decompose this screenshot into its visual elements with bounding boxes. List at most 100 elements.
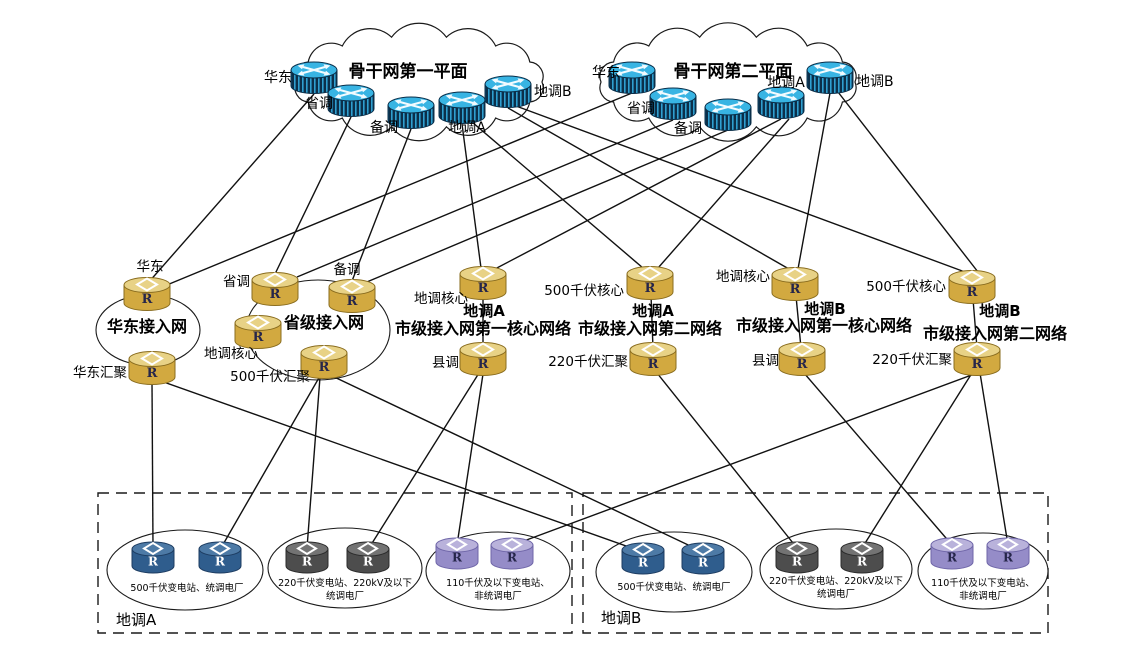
zoneA-label: 地调A — [116, 611, 157, 629]
cityB2-router-top-label: 500千伏核心 — [866, 279, 946, 295]
plane2-router-didiaoB-label: 地调B — [856, 74, 894, 90]
zoneB-110kv-label-line2: 非统调电厂 — [959, 590, 1007, 602]
edge-line — [797, 92, 831, 270]
cityB1-name: 市级接入网第一核心网络 — [736, 316, 912, 335]
edge-line — [151, 381, 154, 549]
regional-network-name: 华东接入网 — [107, 317, 187, 336]
cityB1-router-xiandiao — [778, 341, 826, 377]
cityB2-name: 市级接入网第二网络 — [923, 324, 1067, 343]
edge-line — [795, 295, 802, 349]
cityB2-router-bottom-label: 220千伏汇聚 — [872, 352, 952, 368]
zone-didiaoB-box — [582, 492, 1049, 634]
plane2-router-shengdiao-label: 省调 — [627, 101, 655, 117]
provincial-router-didiao-hexin — [234, 314, 282, 350]
edge-line — [803, 372, 953, 546]
zoneA-500kv-ellipse — [106, 529, 264, 611]
edge-line — [274, 116, 352, 275]
edge-line — [861, 372, 973, 549]
cityA1-router-top-label: 地调核心 — [414, 291, 468, 307]
zoneA-500kv-router-2 — [198, 541, 242, 574]
plane1-router-huadong-label: 华东 — [264, 70, 292, 86]
plane1-router-didiaoA — [437, 90, 487, 125]
zoneA-220kv-label-line2: 统调电厂 — [326, 590, 364, 602]
regional-router-huadong-huiju — [128, 350, 176, 386]
plane1-router-beidiao-label: 备调 — [370, 119, 398, 136]
zoneA-500kv-router-1 — [131, 541, 175, 574]
edge-line — [461, 123, 482, 269]
edge-line — [456, 373, 484, 546]
zoneB-500kv-router-2 — [681, 542, 725, 575]
edge-line — [296, 119, 674, 278]
cityB1-router-top-label: 地调核心 — [716, 269, 770, 285]
edge-line — [329, 374, 704, 553]
edge-line — [507, 107, 790, 270]
cityA1-name: 市级接入网第一核心网络 — [395, 319, 571, 338]
edge-line — [657, 118, 790, 269]
provincial-network-name: 省级接入网 — [283, 313, 364, 332]
cityA1-router-xiandiao — [459, 341, 507, 377]
provincial-router-500kv-label: 500千伏汇聚 — [230, 369, 310, 385]
provincial-router-shengdiao-label: 省调 — [223, 274, 250, 290]
plane2-router-didiaoA-label: 地调A — [767, 75, 805, 91]
plane1-title: 骨干网第一平面 — [349, 61, 468, 82]
edge-line — [656, 372, 798, 549]
plane1-router-huadong — [289, 60, 339, 95]
zoneA-110kv-router-2 — [490, 537, 534, 570]
zoneB-220kv-router-2 — [840, 541, 884, 574]
zoneB-500kv-router-1 — [621, 542, 665, 575]
zone-didiaoA-box — [97, 492, 573, 634]
plane2-router-huadong-label: 华东 — [592, 65, 620, 81]
zoneB-label: 地调B — [601, 609, 641, 627]
zoneB-220kv-label-line1: 220千伏变电站、220kV及以下 — [769, 575, 903, 587]
cityA2-router-bottom-label: 220千伏汇聚 — [548, 354, 628, 370]
links — [147, 91, 1009, 553]
plane1-router-didiaoB-label: 地调B — [534, 84, 572, 100]
zoneB-500kv-label: 500千伏变电站、统调电厂 — [617, 581, 730, 593]
cityB1-router-bottom-label: 县调 — [752, 353, 779, 369]
cityA2-router-500kv-hexin — [626, 265, 674, 301]
cityA1-router-bottom-label: 县调 — [432, 355, 459, 371]
edge-line — [368, 372, 480, 549]
zoneB-220kv-router-1 — [775, 541, 819, 574]
zoneB-220kv-label-line2: 统调电厂 — [817, 588, 855, 600]
regional-router-huadong-label: 华东 — [137, 259, 164, 275]
plane2-title: 骨干网第二平面 — [674, 61, 793, 82]
plane2-router-didiaoA — [756, 85, 806, 120]
plane1-router-didiaoB — [483, 74, 533, 109]
cityB2-org: 地调B — [979, 302, 1020, 320]
edge-line — [972, 298, 978, 349]
edge-line — [161, 92, 633, 288]
cityA1-org: 地调A — [463, 302, 505, 320]
provincial-router-beidiao — [328, 278, 376, 314]
zoneB-110kv-label-line1: 110千伏及以下变电站、 — [931, 577, 1035, 589]
cityB2-router-500kv-hexin — [948, 269, 996, 305]
cityB1-router-didiao-hexin — [771, 266, 819, 302]
edge-line — [351, 128, 412, 282]
edge-line — [979, 372, 1009, 546]
edge-line — [361, 129, 729, 285]
edge-line — [650, 294, 654, 349]
cityA2-router-220kv-huiju — [629, 341, 677, 377]
edge-line — [306, 376, 321, 549]
edge-line — [837, 91, 979, 273]
zoneB-110kv-router-2 — [986, 537, 1030, 570]
edge-line — [512, 372, 978, 546]
cityA2-router-top-label: 500千伏核心 — [544, 283, 624, 299]
zoneA-500kv-label: 500千伏变电站、统调电厂 — [130, 582, 243, 594]
plane2-router-beidiao — [703, 97, 753, 132]
edge-line — [220, 375, 321, 549]
zoneA-110kv-label-line2: 非统调电厂 — [474, 590, 522, 602]
plane2-router-shengdiao — [648, 86, 698, 121]
cityB1-org: 地调B — [804, 300, 845, 318]
plane2-router-beidiao-label: 备调 — [674, 120, 702, 137]
cityA2-org: 地调A — [632, 302, 674, 320]
plane2-router-didiaoB — [805, 60, 855, 95]
zoneA-220kv-label-line1: 220千伏变电站、220kV及以下 — [278, 577, 412, 589]
zoneA-220kv-router-1 — [285, 541, 329, 574]
provincial-router-shengdiao — [251, 271, 299, 307]
regional-router-huiju-label: 华东汇聚 — [73, 365, 127, 381]
zoneB-110kv-router-1 — [930, 537, 974, 570]
edge-line — [157, 379, 644, 553]
